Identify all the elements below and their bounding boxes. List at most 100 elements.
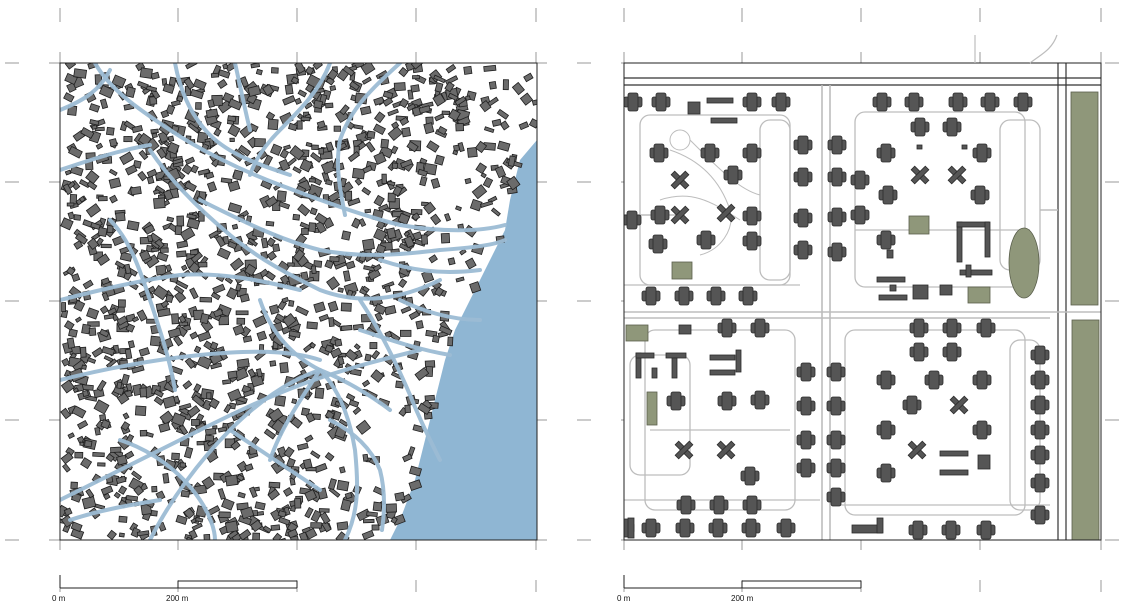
- building: [183, 507, 196, 520]
- building: [197, 261, 208, 268]
- right-buildings: [624, 92, 1050, 540]
- building: [145, 431, 154, 438]
- building: [235, 310, 249, 316]
- slab-building: [678, 324, 692, 335]
- footpath: [328, 418, 387, 532]
- building: [145, 85, 158, 93]
- building: [105, 358, 118, 369]
- building: [86, 180, 98, 191]
- building: [469, 198, 483, 212]
- tower-building: [976, 520, 996, 540]
- building: [210, 362, 223, 370]
- building: [411, 212, 421, 221]
- building: [410, 63, 424, 70]
- building: [361, 76, 372, 85]
- building: [86, 357, 97, 364]
- building: [309, 207, 318, 216]
- building: [191, 394, 206, 408]
- building: [199, 313, 210, 325]
- building: [160, 109, 170, 119]
- building: [292, 166, 302, 174]
- building: [227, 98, 243, 111]
- building: [195, 516, 204, 523]
- tower-building: [708, 518, 728, 538]
- tower-building: [826, 487, 846, 507]
- building: [157, 307, 171, 318]
- building: [372, 123, 386, 136]
- building: [316, 120, 326, 129]
- building: [108, 168, 118, 177]
- building: [212, 308, 224, 318]
- building: [133, 485, 144, 496]
- slab-building: [709, 369, 736, 376]
- building: [186, 405, 201, 418]
- building: [108, 138, 118, 148]
- tower-building: [771, 92, 791, 112]
- building: [398, 97, 409, 109]
- building: [131, 125, 144, 134]
- slab-building: [651, 367, 658, 379]
- building: [235, 283, 242, 292]
- building: [463, 65, 473, 75]
- building: [354, 177, 363, 186]
- right-green-areas: [625, 91, 1100, 540]
- building: [182, 380, 193, 390]
- building: [63, 92, 75, 103]
- building: [314, 212, 328, 225]
- building: [408, 465, 422, 477]
- building: [130, 186, 142, 196]
- building: [162, 83, 175, 94]
- building: [338, 418, 349, 427]
- building: [106, 529, 117, 540]
- ring-road: [844, 329, 1026, 516]
- tower-building: [941, 520, 961, 540]
- building: [502, 79, 509, 91]
- building: [203, 533, 211, 540]
- x-building: [910, 165, 930, 185]
- building: [147, 234, 154, 243]
- footpath: [173, 63, 292, 177]
- right-map: [623, 34, 1102, 541]
- building: [329, 85, 337, 92]
- tower-building: [793, 240, 813, 260]
- tower-building: [942, 318, 962, 338]
- building: [369, 342, 378, 350]
- building: [382, 96, 394, 107]
- building: [362, 238, 375, 251]
- building: [221, 497, 235, 511]
- tower-building: [742, 92, 762, 112]
- building: [464, 177, 472, 185]
- slab-building: [965, 264, 972, 278]
- building: [183, 77, 195, 90]
- building: [215, 235, 226, 248]
- building: [434, 82, 444, 93]
- tower-building: [738, 286, 758, 306]
- building: [120, 373, 130, 386]
- building: [266, 250, 277, 261]
- building: [254, 138, 266, 148]
- left-paths: [60, 63, 507, 540]
- building: [69, 165, 84, 177]
- building: [103, 355, 114, 363]
- tower-building: [624, 210, 642, 230]
- building: [186, 217, 201, 230]
- building: [96, 379, 107, 392]
- building: [310, 265, 317, 275]
- footpath: [60, 143, 152, 172]
- building: [69, 193, 78, 205]
- roundabout: [669, 129, 691, 151]
- building: [180, 489, 190, 498]
- building: [147, 285, 156, 294]
- building: [171, 313, 180, 325]
- building: [366, 511, 378, 518]
- building: [100, 485, 114, 496]
- building: [190, 251, 204, 264]
- building: [204, 434, 215, 442]
- building: [341, 230, 352, 241]
- building: [375, 243, 387, 255]
- building: [270, 524, 281, 531]
- building: [99, 98, 109, 110]
- building: [186, 213, 197, 220]
- building: [222, 379, 232, 385]
- building: [441, 110, 451, 116]
